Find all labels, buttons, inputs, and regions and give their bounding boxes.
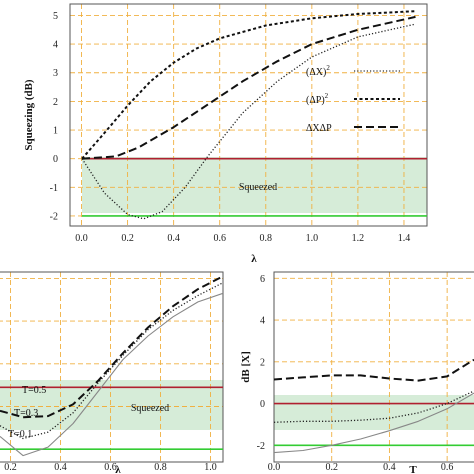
legend-dp2-label: (ΔP)2 [306, 92, 329, 106]
bl-reference-lines [0, 386, 223, 450]
bl-x-tick-label: 0.6 [104, 462, 117, 473]
annotation-t05: T=0.5 [22, 385, 46, 396]
top-x-tick-label: 0.0 [75, 233, 88, 244]
br-x-tick-label: 0.0 [268, 462, 281, 473]
br-series-group [273, 358, 474, 454]
top-y-tick-label: 1 [53, 126, 58, 137]
br-y-tick-label: 6 [260, 274, 265, 285]
top-series-0 [81, 23, 416, 220]
top-x-tick-label: 1.0 [306, 233, 319, 244]
bl-series-2 [0, 275, 224, 419]
top-series-2 [81, 15, 416, 160]
br-y-tick-label: 0 [260, 399, 265, 410]
bl-plot-frame [0, 271, 224, 463]
top-y-axis-label: Squeezing (dB) [23, 79, 35, 151]
legend-dxdp-label: ΔXΔP [306, 123, 332, 134]
top-chart: 0.0 0.2 0.4 0.6 0.8 1.0 1.2 1.4 -2 -1 0 1 2 3 4 5 Squee… [23, 3, 428, 265]
top-plot-frame [69, 3, 428, 227]
top-shaded-region [82, 157, 427, 213]
top-x-tick-label: 0.2 [121, 233, 134, 244]
top-y-tick-label: -2 [50, 211, 58, 222]
bottom-right-chart: 0.0 0.2 0.4 0.6 -2 0 2 4 6 dB [X] T [240, 271, 474, 474]
top-x-axis-label: λ [251, 253, 257, 265]
bl-tick-labels: 0.2 0.4 0.6 0.8 1.0 [4, 462, 217, 473]
top-y-tick-label: -1 [50, 183, 58, 194]
bl-shaded-region [0, 380, 223, 430]
br-tick-labels: 0.0 0.2 0.4 0.6 -2 0 2 4 6 [257, 274, 454, 473]
br-y-tick-label: 4 [260, 316, 265, 327]
top-tick-labels: 0.0 0.2 0.4 0.6 0.8 1.0 1.2 1.4 -2 -1 0 1 2 3 4 5 [50, 11, 411, 244]
top-series-group [81, 10, 416, 220]
br-shaded-region [274, 395, 474, 430]
top-x-tick-label: 1.4 [398, 233, 411, 244]
top-x-tick-label: 0.4 [167, 233, 180, 244]
br-series-0 [273, 358, 474, 382]
br-grid [273, 272, 474, 462]
top-legend: (ΔX)2 (ΔP)2 ΔXΔP [306, 64, 400, 134]
top-y-tick-label: 3 [53, 68, 58, 79]
br-x-tick-label: 0.2 [325, 462, 338, 473]
legend-dx2-label: (ΔX)2 [306, 64, 330, 78]
br-x-axis-label: T [409, 464, 417, 474]
squeezed-label-top: Squeezed [239, 182, 277, 193]
top-x-tick-label: 1.2 [352, 233, 365, 244]
top-y-tick-label: 5 [53, 11, 58, 22]
top-y-tick-label: 2 [53, 97, 58, 108]
br-x-tick-label: 0.4 [383, 462, 396, 473]
br-series-2 [273, 392, 474, 454]
top-y-tick-label: 4 [53, 40, 58, 51]
br-y-axis-label: dB [X] [240, 351, 252, 382]
br-reference-lines [274, 402, 474, 447]
bottom-left-chart: 0.2 0.4 0.6 0.8 1.0 λ Squeezed T=0.5 T=0.3 T… [0, 271, 224, 474]
bl-x-axis-label: λ [115, 464, 121, 474]
bl-series-1 [0, 282, 224, 440]
bl-x-tick-label: 0.2 [4, 462, 17, 473]
top-x-tick-label: 0.8 [260, 233, 273, 244]
br-x-tick-label: 0.6 [441, 462, 454, 473]
top-x-tick-label: 0.6 [213, 233, 226, 244]
bl-x-tick-label: 0.8 [154, 462, 167, 473]
top-reference-lines [82, 157, 427, 217]
top-y-tick-label: 0 [53, 154, 58, 165]
bl-x-tick-label: 1.0 [204, 462, 217, 473]
bl-series-0 [0, 292, 224, 457]
br-y-tick-label: -2 [257, 441, 265, 452]
bl-x-tick-label: 0.4 [54, 462, 67, 473]
annotation-t01: T=0.1 [8, 429, 32, 440]
br-series-1 [273, 390, 474, 423]
annotation-t03: T=0.3 [14, 408, 38, 419]
squeezed-label-bl: Squeezed [131, 403, 169, 414]
top-series-1 [81, 10, 416, 160]
br-y-tick-label: 2 [260, 357, 265, 368]
bl-series-group [0, 275, 224, 457]
br-plot-frame [273, 271, 474, 463]
